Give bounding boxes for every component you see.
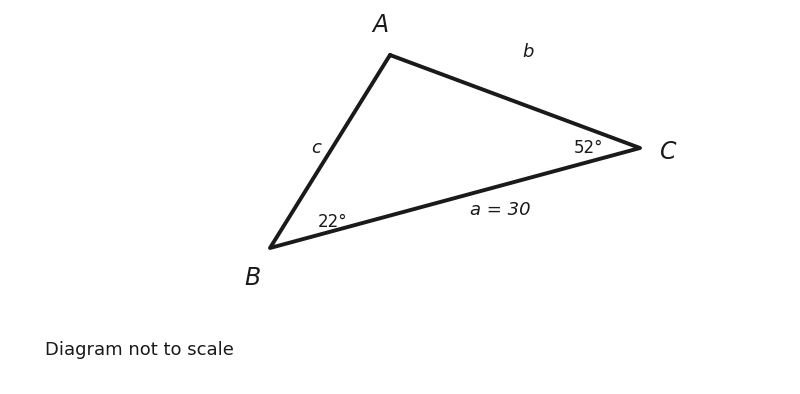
Text: c: c	[311, 139, 321, 157]
Text: b: b	[522, 43, 534, 61]
Text: 52°: 52°	[574, 139, 603, 157]
Text: A: A	[372, 13, 388, 37]
Text: C: C	[660, 140, 677, 164]
Text: a = 30: a = 30	[470, 201, 530, 219]
Text: B: B	[244, 266, 260, 290]
Text: 22°: 22°	[318, 213, 348, 231]
Text: Diagram not to scale: Diagram not to scale	[45, 341, 234, 359]
